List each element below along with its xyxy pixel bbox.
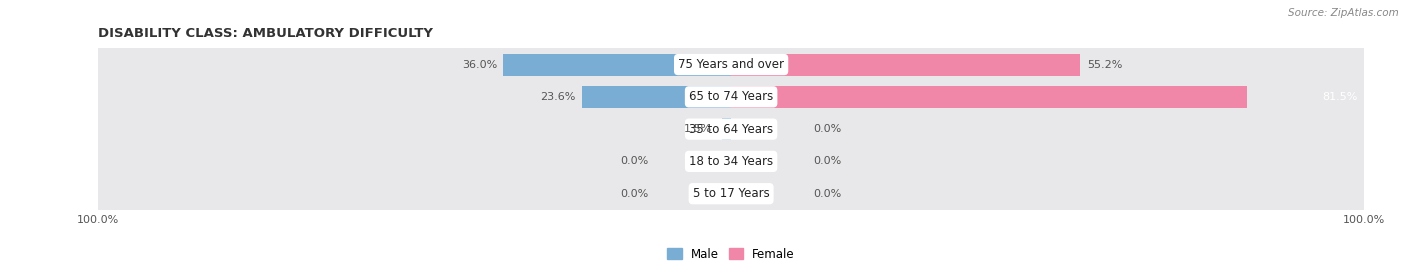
Bar xyxy=(98,113,1364,145)
Text: 65 to 74 Years: 65 to 74 Years xyxy=(689,90,773,103)
Text: 5 to 17 Years: 5 to 17 Years xyxy=(693,187,769,200)
Text: 18 to 34 Years: 18 to 34 Years xyxy=(689,155,773,168)
Text: Source: ZipAtlas.com: Source: ZipAtlas.com xyxy=(1288,8,1399,18)
Bar xyxy=(731,86,1247,108)
Text: 0.0%: 0.0% xyxy=(620,156,648,167)
Text: 81.5%: 81.5% xyxy=(1322,92,1358,102)
Bar xyxy=(98,145,1364,178)
Text: 0.0%: 0.0% xyxy=(813,156,842,167)
Bar xyxy=(721,118,731,140)
Bar xyxy=(503,54,731,76)
Bar xyxy=(98,81,1364,113)
Text: 75 Years and over: 75 Years and over xyxy=(678,58,785,71)
Bar xyxy=(98,48,1364,81)
Text: 36.0%: 36.0% xyxy=(461,59,498,70)
Bar xyxy=(98,178,1364,210)
Legend: Male, Female: Male, Female xyxy=(662,243,800,265)
Bar xyxy=(582,86,731,108)
Text: 55.2%: 55.2% xyxy=(1087,59,1122,70)
Text: 0.0%: 0.0% xyxy=(620,189,648,199)
Text: 23.6%: 23.6% xyxy=(540,92,575,102)
Text: 1.5%: 1.5% xyxy=(683,124,711,134)
Bar xyxy=(731,54,1080,76)
Text: 35 to 64 Years: 35 to 64 Years xyxy=(689,123,773,136)
Text: 0.0%: 0.0% xyxy=(813,124,842,134)
Text: DISABILITY CLASS: AMBULATORY DIFFICULTY: DISABILITY CLASS: AMBULATORY DIFFICULTY xyxy=(98,27,433,40)
Text: 0.0%: 0.0% xyxy=(813,189,842,199)
